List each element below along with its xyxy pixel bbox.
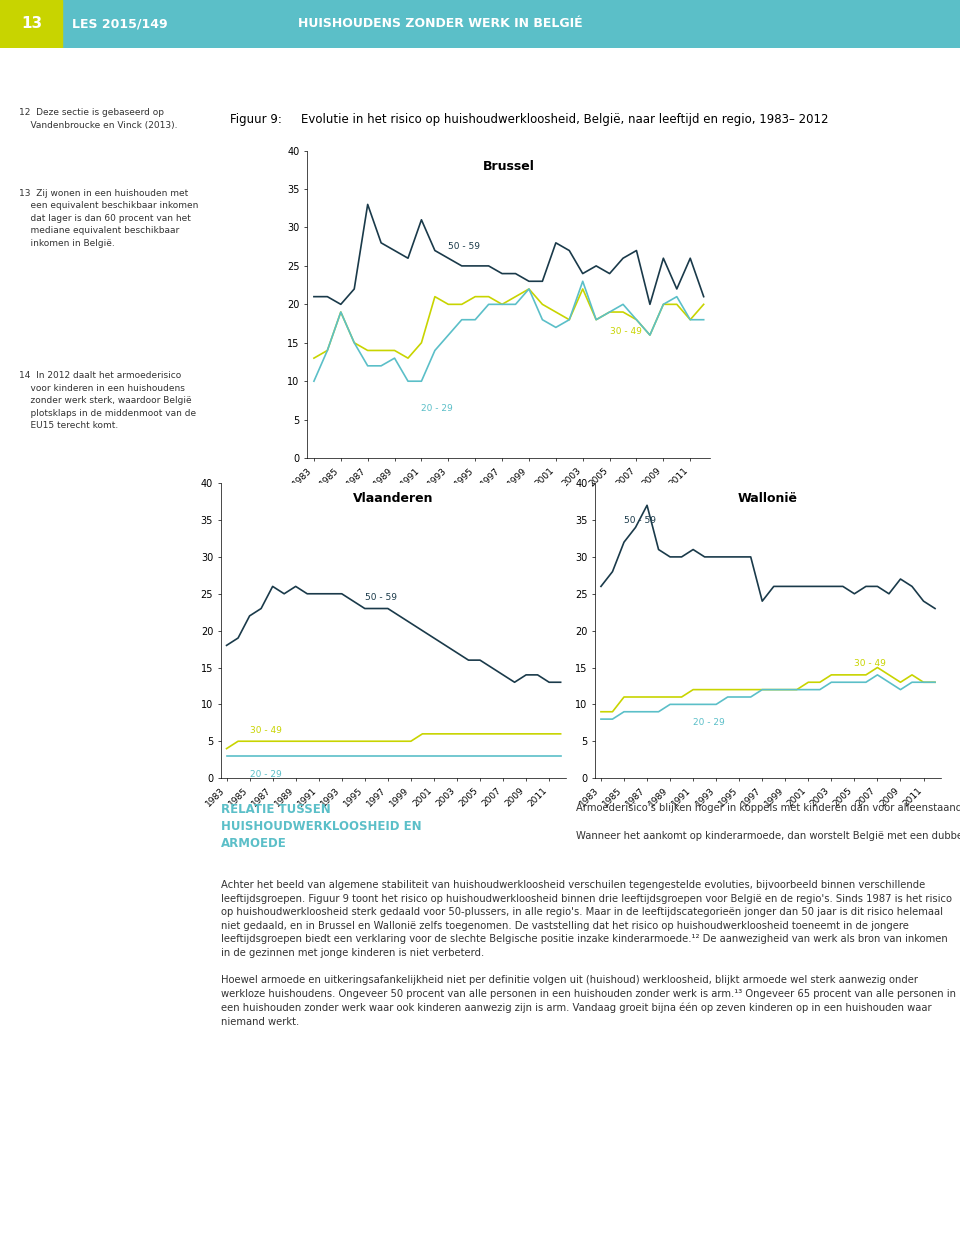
Text: RELATIE TUSSEN
HUISHOUDWERKLOOSHEID EN
ARMOEDE: RELATIE TUSSEN HUISHOUDWERKLOOSHEID EN A… [221, 803, 421, 850]
Bar [0, 0, 62, 48]
Text: Vlaanderen: Vlaanderen [353, 492, 434, 505]
Text: 20 - 29: 20 - 29 [693, 718, 725, 728]
Text: 13  Zij wonen in een huishouden met
    een equivalent beschikbaar inkomen
    d: 13 Zij wonen in een huishouden met een e… [19, 188, 199, 247]
Text: 30 - 49: 30 - 49 [250, 725, 281, 734]
Text: 13: 13 [21, 16, 42, 31]
Text: Brussel: Brussel [483, 159, 535, 173]
Text: 50 - 59: 50 - 59 [448, 242, 480, 251]
Text: Armoederisico's blijken hoger in koppels met kinderen dan voor alleenstaande oud: Armoederisico's blijken hoger in koppels… [576, 803, 960, 841]
Text: Achter het beeld van algemene stabiliteit van huishoudwerkloosheid verschuilen t: Achter het beeld van algemene stabilitei… [221, 880, 956, 1027]
Text: 14  In 2012 daalt het armoederisico
    voor kinderen in een huishoudens
    zon: 14 In 2012 daalt het armoederisico voor … [19, 371, 197, 430]
Text: 20 - 29: 20 - 29 [421, 404, 453, 413]
Text: 30 - 49: 30 - 49 [854, 659, 886, 669]
Text: 30 - 49: 30 - 49 [610, 326, 641, 336]
Text: LES 2015/149: LES 2015/149 [72, 18, 168, 30]
Text: Wallonië: Wallonië [738, 492, 798, 505]
Text: 12  Deze sectie is gebaseerd op
    Vandenbroucke en Vinck (2013).: 12 Deze sectie is gebaseerd op Vandenbro… [19, 108, 178, 131]
Text: Figuur 9:: Figuur 9: [230, 113, 282, 126]
Text: 50 - 59: 50 - 59 [365, 592, 396, 602]
Text: 20 - 29: 20 - 29 [250, 769, 281, 779]
Text: HUISHOUDENS ZONDER WERK IN BELGIÉ: HUISHOUDENS ZONDER WERK IN BELGIÉ [298, 18, 582, 30]
Text: 50 - 59: 50 - 59 [624, 516, 656, 525]
Text: Evolutie in het risico op huishoudwerkloosheid, België, naar leeftijd en regio, : Evolutie in het risico op huishoudwerklo… [301, 113, 828, 126]
